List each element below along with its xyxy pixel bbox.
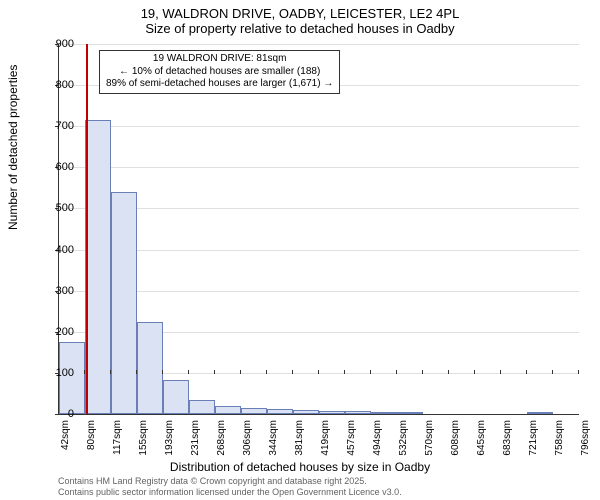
xtick-mark — [578, 370, 579, 374]
annotation-box: 19 WALDRON DRIVE: 81sqm← 10% of detached… — [99, 50, 340, 94]
xtick-label: 42sqm — [60, 420, 71, 460]
xtick-label: 344sqm — [268, 420, 279, 460]
xtick-mark — [526, 370, 527, 374]
histogram-bar — [371, 412, 397, 414]
xtick-mark — [84, 370, 85, 374]
gridline — [59, 167, 579, 168]
xtick-label: 80sqm — [86, 420, 97, 460]
histogram-bar — [189, 400, 215, 414]
xtick-label: 796sqm — [580, 420, 591, 460]
xtick-mark — [448, 370, 449, 374]
xtick-label: 494sqm — [372, 420, 383, 460]
gridline — [59, 250, 579, 251]
ytick-label: 800 — [34, 79, 74, 91]
y-axis-title: Number of detached properties — [6, 65, 20, 230]
xtick-mark — [110, 370, 111, 374]
xtick-label: 419sqm — [320, 420, 331, 460]
ytick-label: 0 — [34, 408, 74, 420]
xtick-mark — [58, 370, 59, 374]
ytick-label: 600 — [34, 161, 74, 173]
xtick-label: 645sqm — [476, 420, 487, 460]
histogram-bar — [527, 412, 553, 414]
plot-area: 19 WALDRON DRIVE: 81sqm← 10% of detached… — [58, 44, 579, 415]
xtick-label: 570sqm — [424, 420, 435, 460]
histogram-bar — [293, 410, 319, 414]
ytick-label: 500 — [34, 202, 74, 214]
histogram-bar — [397, 412, 423, 414]
xtick-label: 683sqm — [502, 420, 513, 460]
chart-title-line2: Size of property relative to detached ho… — [0, 21, 600, 40]
xtick-mark — [292, 370, 293, 374]
xtick-mark — [344, 370, 345, 374]
xtick-mark — [318, 370, 319, 374]
histogram-bar — [111, 192, 137, 414]
annotation-line3: 89% of semi-detached houses are larger (… — [106, 78, 333, 91]
footer-line1: Contains HM Land Registry data © Crown c… — [58, 476, 402, 487]
gridline — [59, 44, 579, 45]
xtick-label: 117sqm — [112, 420, 123, 460]
annotation-line2: ← 10% of detached houses are smaller (18… — [106, 66, 333, 79]
histogram-bar — [163, 380, 189, 414]
xtick-mark — [188, 370, 189, 374]
histogram-bar — [267, 409, 293, 414]
xtick-label: 155sqm — [138, 420, 149, 460]
histogram-bar — [85, 120, 111, 414]
ytick-label: 200 — [34, 326, 74, 338]
annotation-line1: 19 WALDRON DRIVE: 81sqm — [106, 53, 333, 66]
footer-attribution: Contains HM Land Registry data © Crown c… — [58, 476, 402, 498]
xtick-label: 758sqm — [554, 420, 565, 460]
xtick-label: 268sqm — [216, 420, 227, 460]
xtick-mark — [552, 370, 553, 374]
xtick-mark — [396, 370, 397, 374]
ytick-label: 300 — [34, 285, 74, 297]
histogram-bar — [215, 406, 241, 414]
xtick-mark — [422, 370, 423, 374]
xtick-mark — [266, 370, 267, 374]
ytick-label: 400 — [34, 244, 74, 256]
xtick-label: 381sqm — [294, 420, 305, 460]
histogram-bar — [137, 322, 163, 415]
xtick-mark — [474, 370, 475, 374]
xtick-mark — [162, 370, 163, 374]
xtick-label: 457sqm — [346, 420, 357, 460]
xtick-label: 231sqm — [190, 420, 201, 460]
chart-container: 19, WALDRON DRIVE, OADBY, LEICESTER, LE2… — [0, 0, 600, 500]
xtick-label: 608sqm — [450, 420, 461, 460]
gridline — [59, 208, 579, 209]
x-axis-title: Distribution of detached houses by size … — [0, 460, 600, 474]
footer-line2: Contains public sector information licen… — [58, 487, 402, 498]
histogram-bar — [241, 408, 267, 414]
ytick-label: 900 — [34, 38, 74, 50]
xtick-label: 306sqm — [242, 420, 253, 460]
histogram-bar — [319, 411, 345, 414]
chart-title-line1: 19, WALDRON DRIVE, OADBY, LEICESTER, LE2… — [0, 0, 600, 21]
xtick-mark — [240, 370, 241, 374]
gridline — [59, 126, 579, 127]
xtick-label: 721sqm — [528, 420, 539, 460]
xtick-mark — [214, 370, 215, 374]
xtick-mark — [136, 370, 137, 374]
xtick-label: 193sqm — [164, 420, 175, 460]
ytick-label: 700 — [34, 120, 74, 132]
xtick-mark — [370, 370, 371, 374]
ytick-label: 100 — [34, 367, 74, 379]
gridline — [59, 291, 579, 292]
property-marker-line — [86, 44, 88, 414]
histogram-bar — [345, 411, 371, 414]
xtick-mark — [500, 370, 501, 374]
xtick-label: 532sqm — [398, 420, 409, 460]
